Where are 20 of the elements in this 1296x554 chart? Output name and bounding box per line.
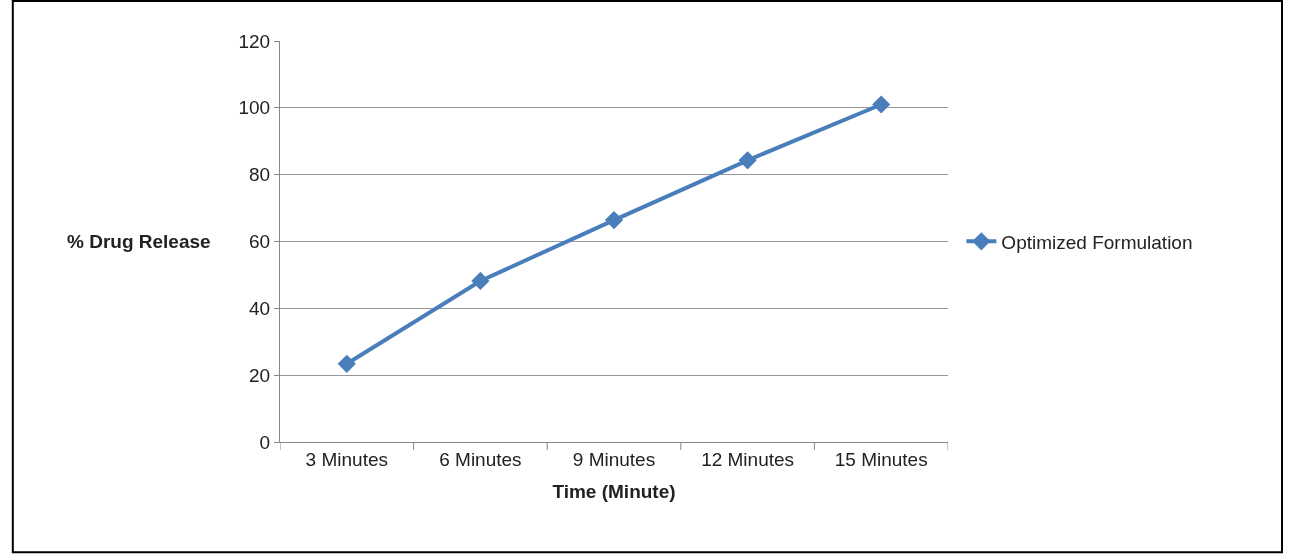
y-tick-label: 100 [238, 97, 271, 119]
y-tick-label: 80 [249, 164, 271, 186]
x-tick-label: 12 Minutes [701, 448, 795, 470]
x-tick-label: 15 Minutes [834, 448, 928, 470]
x-axis-title: Time (Minute) [552, 480, 676, 502]
x-tick-label: 9 Minutes [572, 448, 656, 470]
point [604, 211, 624, 230]
y-tick-label: 120 [238, 30, 271, 52]
y-tick-label: 60 [249, 231, 271, 253]
y-tick-label: 0 [259, 431, 271, 453]
y-axis-title: % Drug Release [67, 231, 211, 252]
y-tick-label: 40 [249, 297, 271, 319]
x-tick-label: 6 Minutes [439, 448, 522, 470]
point [872, 95, 891, 114]
point [471, 271, 490, 291]
legend-label: Optimized Formulation [1001, 231, 1193, 253]
point [738, 151, 757, 170]
point [337, 354, 356, 373]
x-tick-label: 3 Minutes [305, 448, 388, 470]
y-tick-label: 20 [249, 364, 271, 386]
